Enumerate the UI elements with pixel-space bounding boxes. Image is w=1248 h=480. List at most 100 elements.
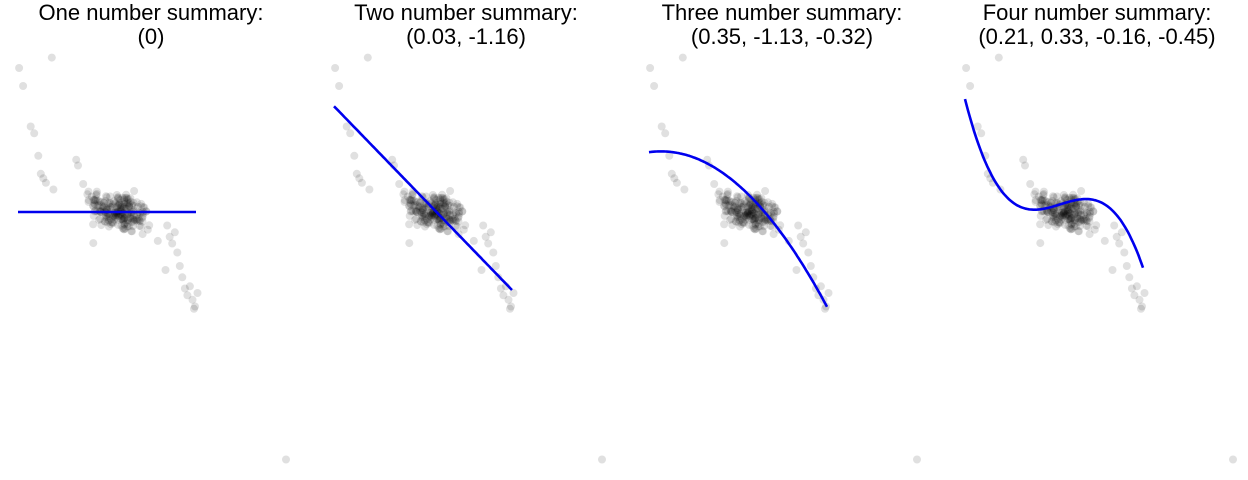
data-point — [34, 151, 43, 160]
data-point — [1054, 218, 1063, 227]
data-point — [1063, 209, 1072, 218]
data-point — [733, 205, 742, 214]
data-point — [39, 174, 48, 183]
data-point — [742, 213, 751, 222]
data-point — [443, 205, 452, 214]
data-point — [715, 187, 724, 196]
data-point — [436, 220, 445, 229]
data-point — [1039, 191, 1048, 200]
data-point — [726, 201, 734, 210]
data-point — [409, 201, 418, 210]
data-point — [1048, 211, 1057, 220]
data-point — [1076, 207, 1085, 216]
data-point — [722, 200, 730, 209]
data-point — [754, 222, 763, 231]
data-point — [193, 289, 202, 297]
data-point — [1072, 201, 1081, 210]
data-point — [506, 304, 514, 313]
data-point — [434, 202, 443, 211]
data-point — [1061, 211, 1070, 220]
data-point — [1049, 214, 1058, 223]
data-point — [412, 207, 421, 216]
data-point — [431, 199, 440, 207]
data-point — [749, 202, 758, 211]
panel-3-title: Three number summary: — [662, 0, 903, 25]
data-point — [105, 198, 114, 207]
data-point — [1075, 201, 1083, 210]
data-point — [742, 198, 751, 207]
data-point — [447, 216, 456, 225]
data-point — [122, 218, 131, 227]
data-point — [754, 208, 763, 217]
data-point — [461, 221, 470, 230]
data-point — [731, 202, 739, 211]
data-point — [185, 282, 194, 291]
data-point — [91, 200, 99, 209]
data-point — [451, 216, 460, 225]
data-point — [407, 206, 416, 215]
data-point — [747, 207, 756, 216]
panel-2-points — [331, 53, 606, 464]
data-point — [423, 220, 431, 229]
data-point — [74, 161, 82, 170]
data-point — [1074, 214, 1083, 223]
data-point — [748, 205, 757, 214]
panel-4-points — [962, 53, 1237, 464]
data-point — [104, 216, 113, 225]
data-point — [720, 220, 729, 229]
data-point — [113, 203, 122, 212]
data-point — [743, 207, 752, 216]
data-point — [442, 197, 451, 206]
data-point — [1084, 222, 1093, 231]
data-point — [771, 203, 780, 212]
data-point — [754, 216, 763, 225]
data-point — [1076, 211, 1085, 219]
data-point — [100, 198, 108, 207]
data-point — [1037, 199, 1046, 208]
data-point — [489, 248, 498, 257]
data-point — [740, 211, 748, 220]
data-point — [1060, 193, 1069, 202]
data-point — [757, 194, 766, 203]
data-point — [1048, 197, 1057, 205]
data-point — [1063, 204, 1072, 213]
data-point — [1073, 212, 1081, 221]
data-point — [168, 239, 177, 248]
data-point — [1036, 201, 1044, 210]
data-point — [421, 222, 429, 231]
data-point — [444, 227, 452, 236]
data-point — [129, 201, 138, 210]
data-point — [766, 221, 775, 230]
data-point — [115, 199, 124, 207]
data-point — [409, 207, 418, 216]
data-point — [1074, 208, 1083, 217]
data-point — [84, 197, 93, 206]
data-point — [435, 209, 444, 218]
data-point — [745, 215, 754, 224]
data-point — [758, 227, 767, 236]
data-point — [1036, 195, 1045, 204]
data-point — [1054, 205, 1063, 214]
data-point — [335, 82, 344, 90]
data-point — [1130, 291, 1139, 300]
data-point — [760, 222, 768, 231]
data-point — [47, 53, 56, 62]
data-point — [416, 217, 425, 226]
data-point — [479, 221, 488, 230]
data-point — [710, 180, 719, 188]
data-point — [407, 200, 415, 209]
data-point — [745, 193, 753, 202]
data-point — [913, 455, 921, 464]
data-point — [746, 200, 755, 209]
data-point — [750, 209, 759, 218]
data-point — [122, 201, 131, 210]
data-point — [1026, 180, 1035, 188]
data-point — [102, 193, 111, 202]
data-point — [107, 218, 116, 227]
data-point — [477, 266, 486, 274]
data-point — [723, 187, 732, 196]
data-point — [106, 199, 115, 208]
data-point — [417, 211, 426, 220]
data-point — [118, 202, 127, 211]
